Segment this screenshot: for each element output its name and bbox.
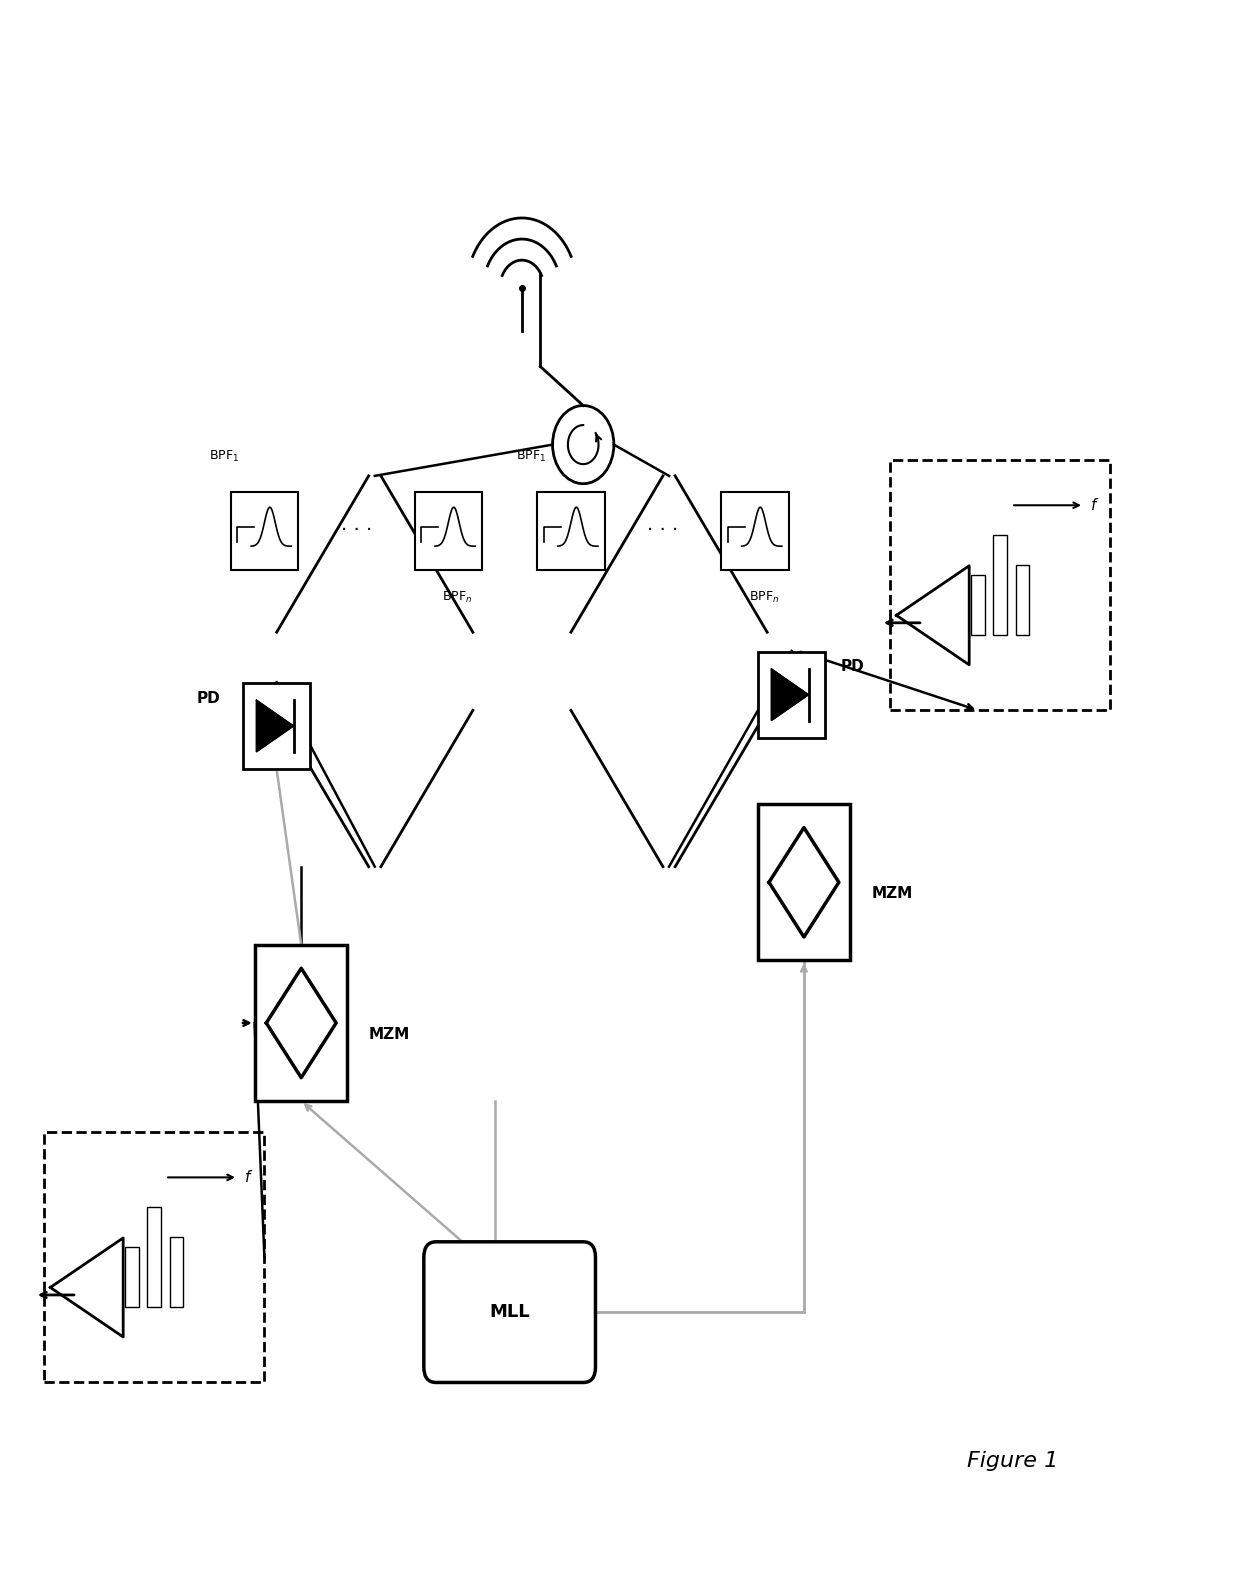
Bar [243, 683, 310, 770]
Bar [722, 492, 789, 569]
Polygon shape [897, 566, 970, 665]
Bar [758, 651, 826, 738]
Text: BPF$_n$: BPF$_n$ [443, 590, 472, 606]
Bar [971, 576, 985, 636]
Bar [1016, 565, 1029, 636]
Text: BPF$_1$: BPF$_1$ [210, 449, 239, 464]
Text: MLL: MLL [490, 1303, 529, 1322]
Bar [231, 492, 298, 569]
Bar [758, 804, 849, 960]
Bar [414, 492, 482, 569]
Text: PD: PD [197, 691, 221, 705]
Text: · · ·: · · · [341, 520, 372, 539]
Bar [125, 1247, 139, 1307]
Polygon shape [257, 700, 294, 752]
Text: MZM: MZM [872, 886, 913, 900]
Bar [890, 460, 1111, 710]
Bar [43, 1132, 264, 1383]
Text: PD: PD [841, 659, 864, 675]
Bar [170, 1238, 182, 1307]
Bar [537, 492, 605, 569]
Polygon shape [771, 669, 808, 721]
Text: f: f [244, 1170, 250, 1186]
Text: BPF$_n$: BPF$_n$ [749, 590, 779, 606]
Bar [255, 945, 347, 1101]
Bar [993, 535, 1007, 636]
Text: f: f [1091, 498, 1096, 513]
FancyBboxPatch shape [424, 1241, 595, 1383]
Text: MZM: MZM [368, 1027, 410, 1041]
Text: BPF$_1$: BPF$_1$ [516, 449, 546, 464]
Polygon shape [51, 1238, 123, 1337]
Bar [148, 1208, 161, 1307]
Text: · · ·: · · · [647, 520, 678, 539]
Text: Figure 1: Figure 1 [967, 1451, 1058, 1471]
